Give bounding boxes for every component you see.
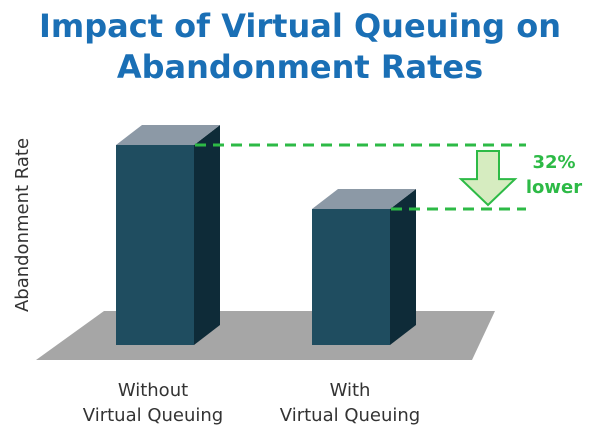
x-tick-label-with-line-2: Virtual Queuing bbox=[280, 405, 420, 426]
y-axis-label: Abandonment Rate bbox=[12, 138, 33, 312]
annotation-percent: 32% bbox=[532, 152, 575, 173]
down-arrow-icon bbox=[458, 150, 518, 207]
bar-without-virtual-queuing-top bbox=[116, 125, 220, 145]
bar-with-virtual-queuing-front bbox=[312, 209, 390, 345]
x-tick-label-without-line-1: Without bbox=[118, 380, 188, 401]
bar-with-virtual-queuing bbox=[312, 189, 416, 345]
bar-with-virtual-queuing-top bbox=[312, 189, 416, 209]
chart-title-line-1: Impact of Virtual Queuing on bbox=[39, 7, 561, 45]
bar-without-virtual-queuing bbox=[116, 125, 220, 345]
chart-floor bbox=[36, 311, 495, 360]
x-tick-label-without-line-2: Virtual Queuing bbox=[83, 405, 223, 426]
chart-title: Impact of Virtual Queuing on Abandonment… bbox=[0, 6, 600, 88]
bar-without-virtual-queuing-side bbox=[194, 125, 220, 345]
bar-with-virtual-queuing-side bbox=[390, 189, 416, 345]
chart-title-line-2: Abandonment Rates bbox=[116, 48, 484, 86]
annotation-lower: lower bbox=[526, 177, 582, 198]
x-tick-label-with-line-1: With bbox=[330, 380, 371, 401]
bar-without-virtual-queuing-front bbox=[116, 145, 194, 345]
